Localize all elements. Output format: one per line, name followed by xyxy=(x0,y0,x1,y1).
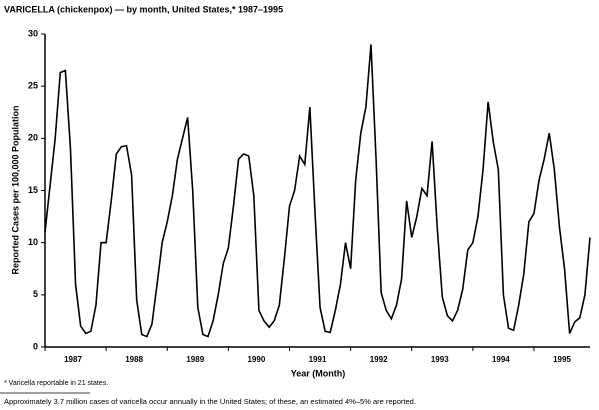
chart-title: VARICELLA (chickenpox) — by month, Unite… xyxy=(4,4,283,14)
y-tick-label: 15 xyxy=(28,185,38,195)
y-axis-label: Reported Cases per 100,000 Population xyxy=(10,105,20,274)
y-tick-label: 10 xyxy=(28,237,38,247)
y-tick-label: 0 xyxy=(33,341,38,351)
x-tick-label: 1988 xyxy=(125,355,143,364)
x-tick-label: 1991 xyxy=(309,355,327,364)
x-tick-label: 1989 xyxy=(186,355,204,364)
y-tick-label: 5 xyxy=(33,289,38,299)
series-line xyxy=(44,44,591,338)
x-tick-label: 1994 xyxy=(492,355,510,364)
x-tick-label: 1990 xyxy=(247,355,265,364)
footnote: * Varicella reportable in 21 states. xyxy=(4,380,108,387)
y-tick-label: 25 xyxy=(28,81,38,91)
note: Approximately 3.7 million cases of varic… xyxy=(4,397,416,406)
x-tick-label: 1993 xyxy=(431,355,449,364)
y-tick-label: 30 xyxy=(28,28,38,38)
x-tick-label: 1992 xyxy=(370,355,388,364)
x-tick-label: 1995 xyxy=(553,355,571,364)
y-tick-label: 20 xyxy=(28,133,38,143)
x-axis-label: Year (Month) xyxy=(291,368,346,378)
x-tick-label: 1987 xyxy=(64,355,82,364)
